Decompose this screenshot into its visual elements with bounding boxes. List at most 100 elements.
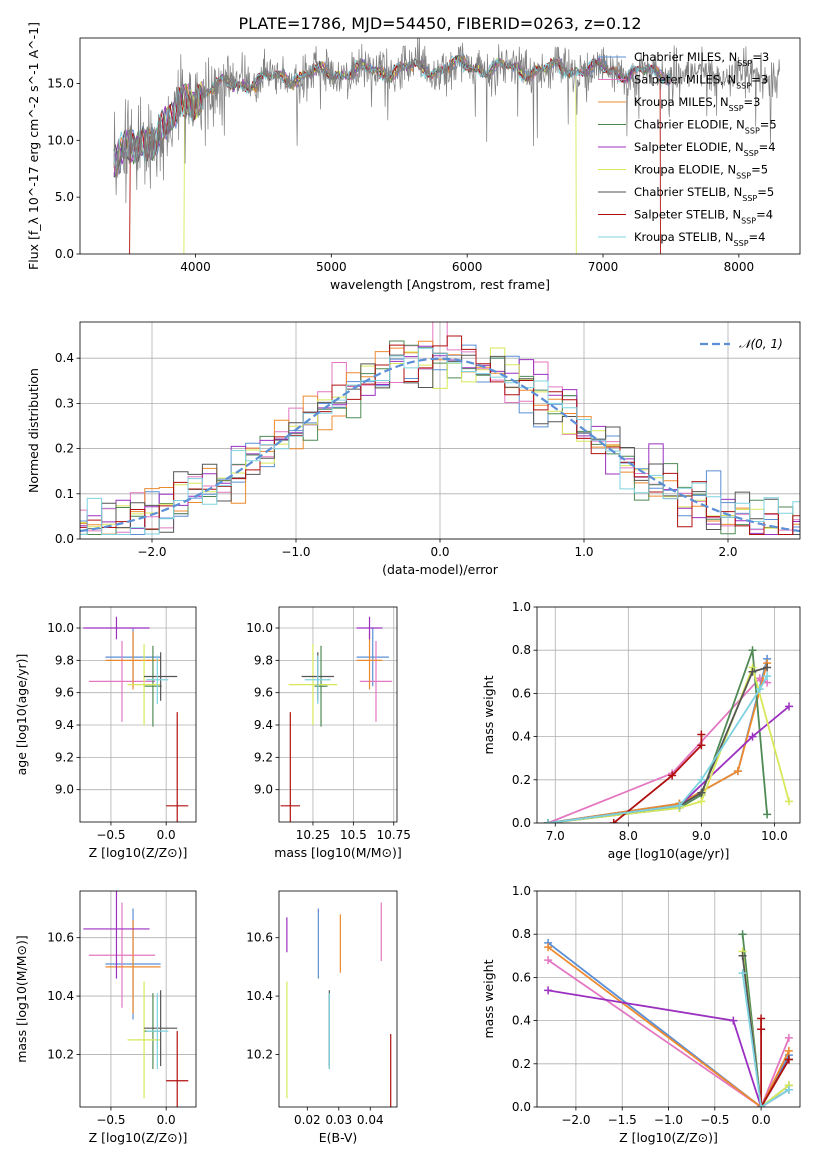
legend-label: Chabrier STELIB, NSSP=5 (634, 185, 774, 203)
chart-age-vs-Z: −0.5 0.0 9.0 9.2 9.4 9.6 9.8 10.0 Z [log10(Z/Z⊙)… (14, 606, 197, 860)
weight-line (741, 955, 790, 1107)
weight-marker (757, 1014, 766, 1023)
y-tick-label: 0.6 (512, 970, 531, 984)
y-tick-label: 0.8 (512, 927, 531, 941)
x-tick-label: 10.25 (296, 828, 330, 842)
axes-frame: −2.0 −1.0 0.0 1.0 2.0 0.0 0.1 0.2 0.3 0.4 (data-mo… (26, 321, 801, 577)
axes-border (79, 890, 197, 1108)
y-tick-label: 10.0 (246, 621, 273, 635)
y-tick-label: 10.0 (47, 621, 74, 635)
plot-area (286, 902, 392, 1107)
plot-area (543, 646, 794, 823)
weight-marker (748, 667, 757, 676)
y-tick-label: 0.4 (55, 351, 74, 365)
weight-marker (543, 819, 552, 823)
legend-label: Salpeter ELODIE, NSSP=4 (634, 140, 776, 158)
axes-frame: 0.02 0.03 0.04 10.2 10.4 10.6 E(B-V) (246, 890, 398, 1145)
x-axis-label: wavelength [Angstrom, rest frame] (330, 277, 550, 292)
axes-border (278, 606, 398, 823)
x-tick-label: −1.0 (654, 1113, 683, 1127)
legend-label: Kroupa STELIB, NSSP=4 (634, 230, 765, 248)
y-tick-label: 0.0 (512, 816, 531, 830)
x-tick-label: 0.03 (325, 1113, 352, 1127)
y-axis-label: Flux [f_λ 10^-17 erg cm^-2 s^-1 A^-1] (26, 22, 41, 270)
x-tick-label: −2.0 (561, 1113, 590, 1127)
weight-line (547, 946, 790, 1107)
figure-title: PLATE=1786, MJD=54450, FIBERID=0263, z=0… (238, 14, 641, 33)
legend-label: Kroupa ELODIE, NSSP=5 (634, 163, 768, 181)
y-axis-label: mass weight (481, 959, 496, 1038)
plot-area (544, 930, 793, 1107)
x-axis-label: Z [log10(Z/Z⊙)] (89, 1130, 188, 1145)
weight-marker (755, 685, 764, 694)
weight-marker (544, 943, 553, 952)
x-tick-label: 10.5 (340, 828, 367, 842)
y-axis-label: mass [log10(M/M⊙)] (14, 935, 29, 1063)
axes-frame: 10.25 10.5 10.75 9.0 9.2 9.4 9.6 9.8 10.0 mass [l… (246, 606, 411, 860)
weight-line (547, 666, 768, 823)
legend-label: Salpeter MILES, NSSP=3 (634, 73, 768, 91)
weight-marker (697, 775, 706, 784)
x-tick-label: 0.04 (357, 1113, 384, 1127)
weight-marker (668, 771, 677, 780)
weight-marker (784, 1046, 793, 1055)
chart-mass-vs-Z: −0.5 0.0 10.2 10.4 10.6 Z [log10(Z/Z⊙)] mass [… (14, 890, 197, 1145)
model-spectrum-line (113, 55, 672, 169)
x-tick-label: 4000 (180, 260, 211, 274)
y-tick-label: 9.6 (55, 686, 74, 700)
weight-marker (763, 672, 772, 681)
x-tick-label: 8.0 (619, 829, 638, 843)
chart-mass-vs-EBV: 0.02 0.03 0.04 10.2 10.4 10.6 E(B-V) (246, 890, 398, 1145)
y-axis-label: mass weight (481, 675, 496, 754)
legend: 𝒩(0, 1) (700, 337, 783, 351)
x-tick-label: −1.5 (608, 1113, 637, 1127)
x-tick-label: −0.5 (96, 1113, 125, 1127)
chart-spectrum: 4000 5000 6000 7000 8000 0.0 5.0 10.0 15.0 wavele… (26, 22, 801, 292)
y-tick-label: 10.0 (47, 133, 74, 147)
y-tick-label: 0.2 (512, 773, 531, 787)
x-tick-label: 1.0 (574, 545, 593, 559)
x-axis-label: Z [log10(Z/Z⊙)] (89, 845, 188, 860)
axes-border (79, 37, 801, 255)
y-tick-label: 9.4 (254, 718, 273, 732)
x-tick-label: −1.0 (281, 545, 310, 559)
x-tick-label: 0.0 (157, 1113, 176, 1127)
x-tick-label: 0.02 (294, 1113, 321, 1127)
y-tick-label: 10.4 (246, 989, 273, 1003)
x-axis-label: Z [log10(Z/Z⊙)] (619, 1130, 718, 1145)
y-tick-label: 0.4 (512, 730, 531, 744)
weight-marker (697, 730, 706, 739)
plot-area (280, 616, 393, 822)
y-axis-label: Normed distribution (26, 368, 41, 493)
weight-marker (784, 1085, 793, 1094)
x-tick-label: 6000 (452, 260, 483, 274)
legend-label: Salpeter STELIB, NSSP=4 (634, 208, 773, 226)
y-tick-label: 10.6 (246, 931, 273, 945)
weight-marker (675, 801, 684, 810)
x-tick-label: 2.0 (718, 545, 737, 559)
weight-marker (784, 1055, 793, 1064)
y-tick-label: 9.2 (55, 750, 74, 764)
plot-area (80, 322, 800, 535)
y-tick-label: 15.0 (47, 76, 74, 90)
histogram-step (80, 335, 800, 535)
y-tick-label: 9.2 (254, 750, 273, 764)
weight-marker (697, 741, 706, 750)
weight-marker (729, 1016, 738, 1025)
x-tick-label: 0.0 (157, 828, 176, 842)
x-tick-label: 0.0 (752, 1113, 771, 1127)
weight-marker (738, 969, 747, 978)
weight-line (547, 664, 790, 823)
y-tick-label: 5.0 (55, 190, 74, 204)
x-tick-label: 9.0 (692, 829, 711, 843)
y-axis-label: age [log10(age/yr)] (14, 654, 29, 776)
weight-marker (544, 986, 553, 995)
plot-area (83, 616, 189, 822)
x-tick-label: 0.0 (430, 545, 449, 559)
weight-marker (748, 732, 757, 741)
x-axis-label: age [log10(age/yr)] (608, 846, 730, 861)
y-tick-label: 9.6 (254, 686, 273, 700)
y-tick-label: 0.2 (512, 1057, 531, 1071)
weight-line (613, 734, 703, 823)
